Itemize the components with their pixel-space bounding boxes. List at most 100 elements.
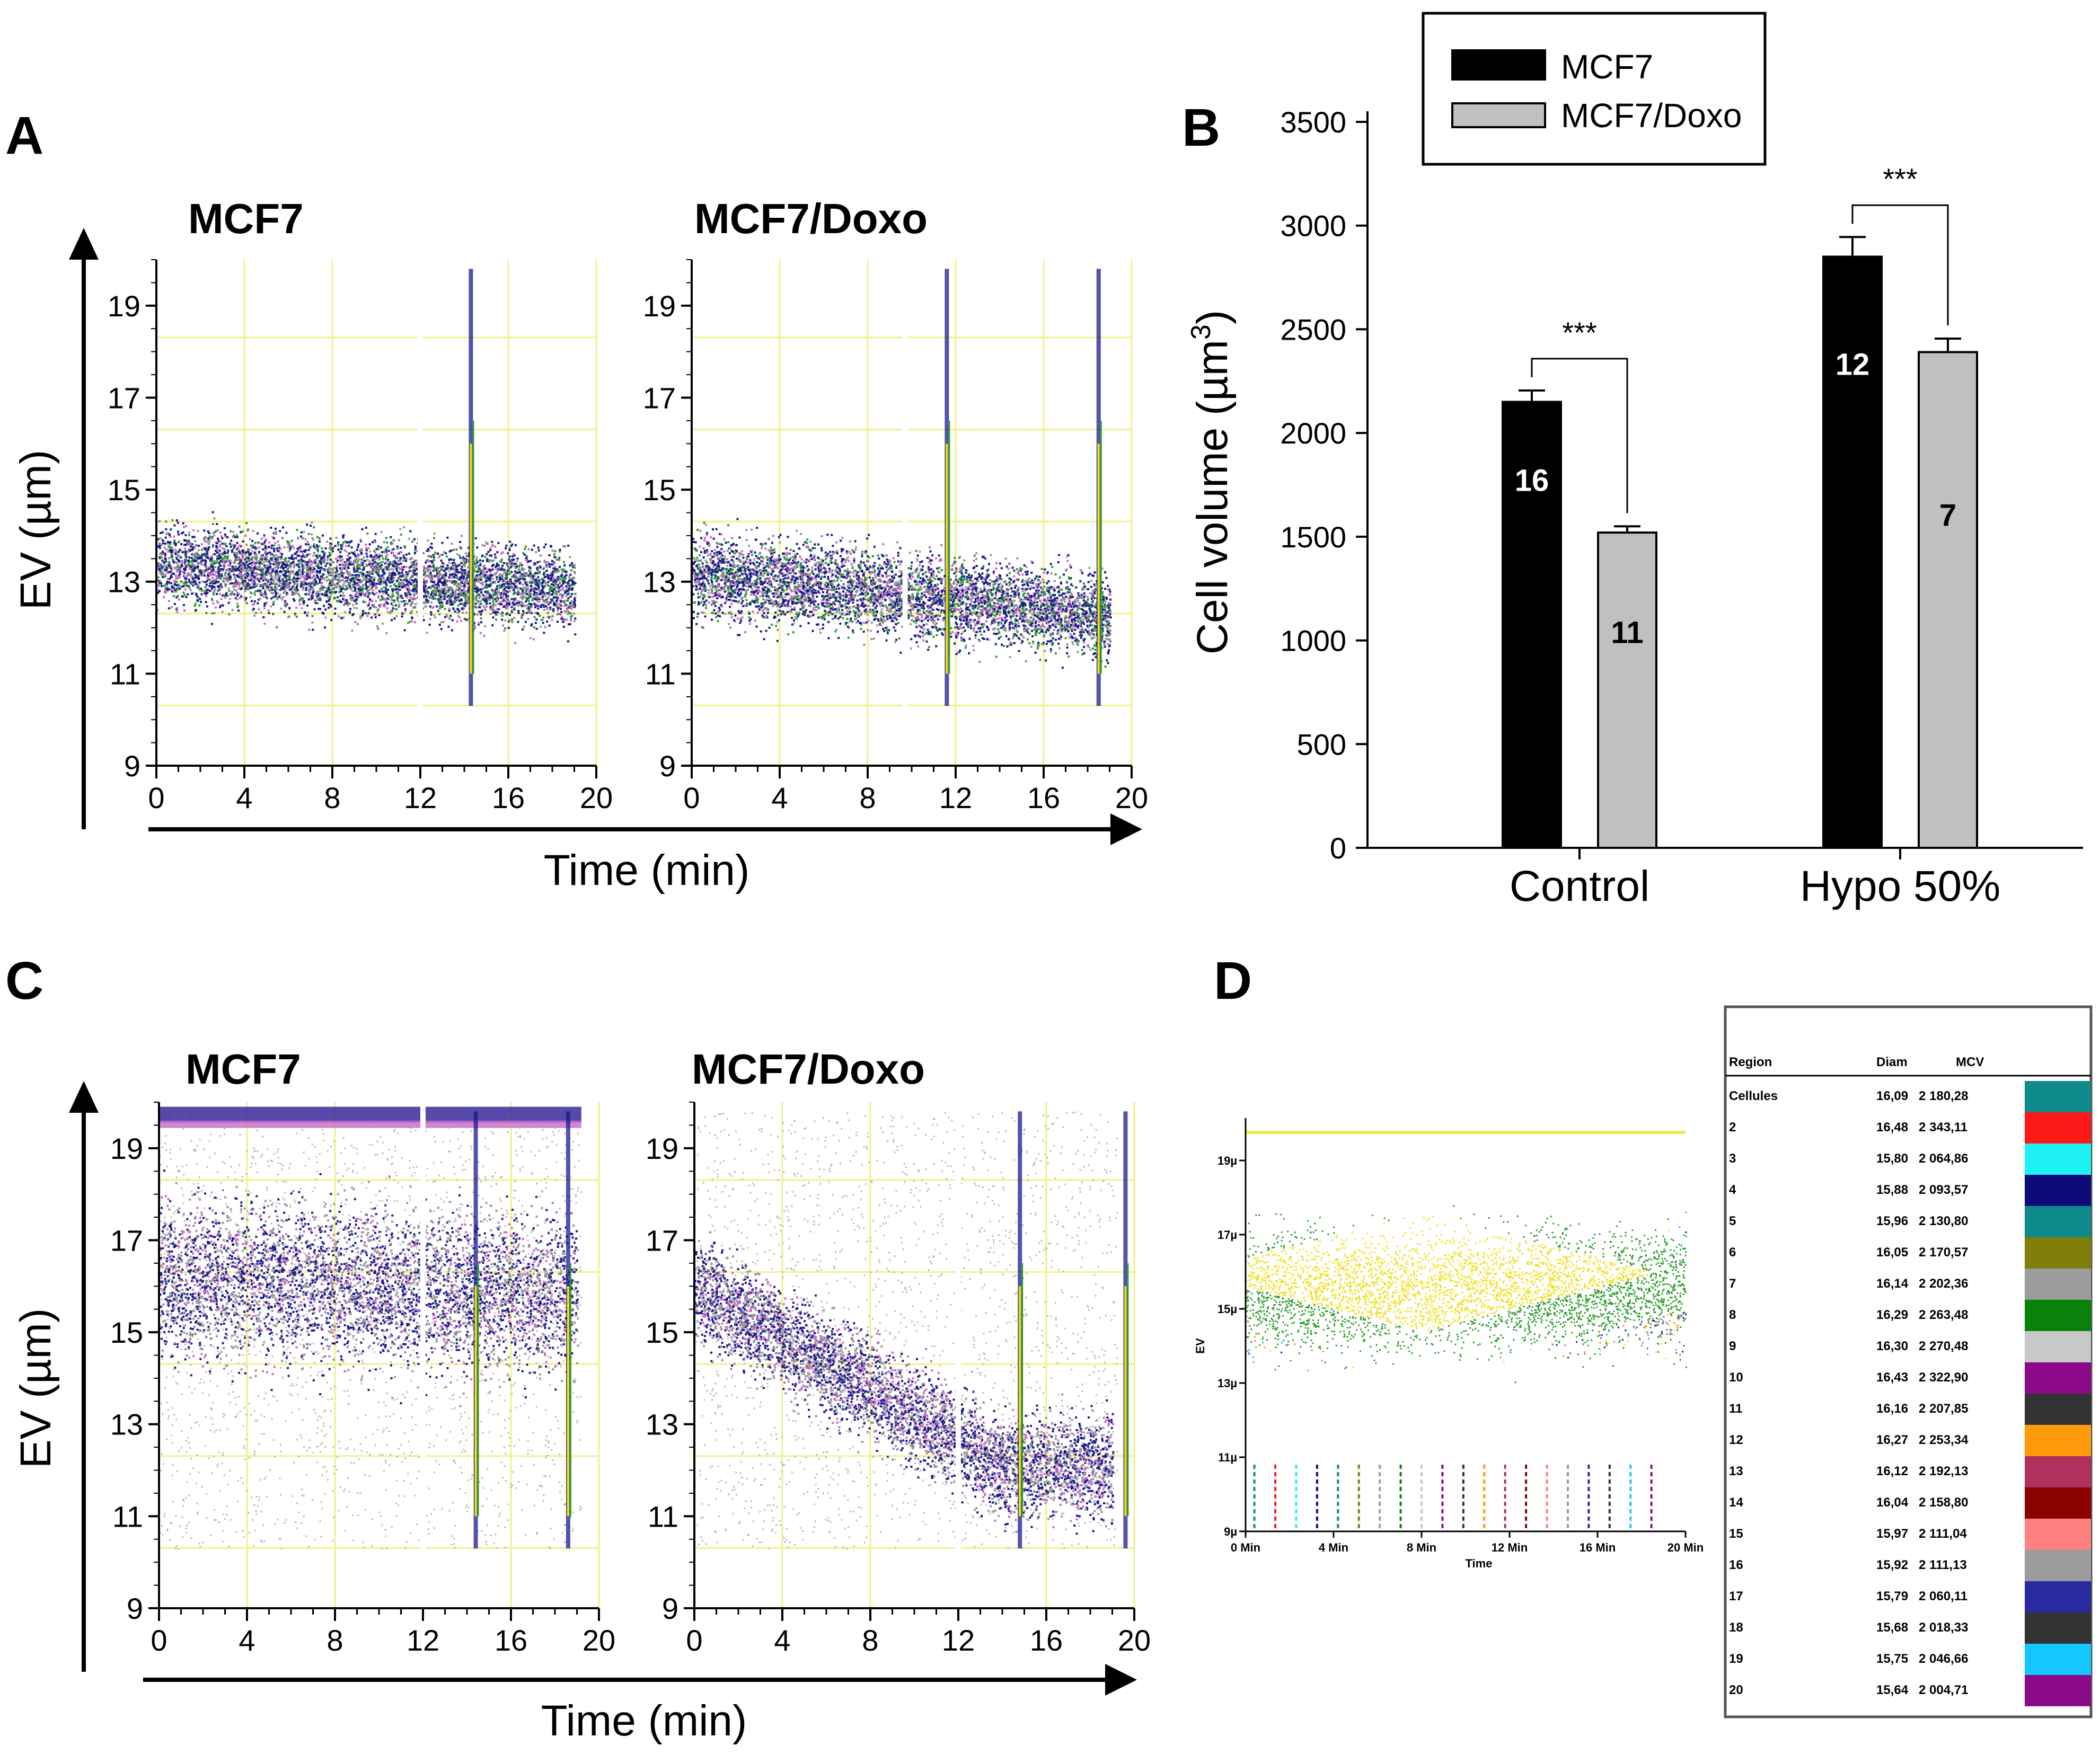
data-point <box>358 544 360 546</box>
data-point <box>224 597 226 599</box>
data-point <box>343 604 345 606</box>
data-point <box>517 590 519 592</box>
data-point <box>211 577 214 579</box>
data-point <box>369 571 371 573</box>
data-point <box>217 529 219 531</box>
data-point <box>496 576 498 578</box>
data-point <box>525 621 527 623</box>
data-point <box>308 629 310 631</box>
data-point <box>553 553 555 555</box>
data-point <box>305 543 307 545</box>
data-point <box>268 612 270 614</box>
data-point <box>323 560 325 562</box>
data-point <box>173 595 175 597</box>
data-point <box>213 534 215 536</box>
data-point <box>486 583 488 586</box>
data-point <box>451 630 453 632</box>
data-point <box>330 574 332 576</box>
data-point <box>549 608 551 610</box>
data-point <box>197 557 199 559</box>
data-point <box>444 596 446 598</box>
data-point <box>409 558 411 560</box>
data-point <box>457 571 460 573</box>
data-point <box>509 559 511 561</box>
data-point <box>503 562 505 564</box>
data-point <box>534 616 536 618</box>
data-point <box>283 596 285 598</box>
data-point <box>392 569 394 571</box>
data-point <box>401 616 403 618</box>
data-point <box>548 592 550 594</box>
data-point <box>311 521 313 524</box>
data-point <box>249 538 251 540</box>
data-point <box>270 527 272 529</box>
data-point <box>205 601 207 603</box>
y-axis-arrowhead <box>69 228 99 260</box>
data-point <box>394 555 396 557</box>
data-point <box>291 593 293 596</box>
data-point <box>183 574 185 577</box>
data-point <box>285 558 287 560</box>
data-point <box>569 578 571 580</box>
data-point <box>524 554 526 556</box>
data-point <box>260 611 262 614</box>
data-point <box>426 595 428 597</box>
data-point <box>386 554 389 556</box>
data-point <box>398 563 400 565</box>
data-point <box>174 567 176 569</box>
data-point <box>413 538 416 540</box>
data-point <box>375 606 377 608</box>
data-point <box>326 576 328 578</box>
data-point <box>396 545 399 547</box>
data-point <box>514 642 516 644</box>
data-point <box>263 605 266 607</box>
data-point <box>544 595 546 597</box>
data-point <box>263 561 265 563</box>
data-point <box>380 599 382 601</box>
data-point <box>249 563 251 565</box>
data-point <box>182 551 184 553</box>
data-point <box>244 553 246 555</box>
data-point <box>188 531 190 534</box>
data-point <box>434 616 436 618</box>
data-point <box>414 621 416 623</box>
data-point <box>363 566 365 569</box>
x-axis-title: Time (min) <box>544 846 750 894</box>
data-point <box>323 605 325 607</box>
data-point <box>234 545 236 547</box>
data-point <box>535 604 537 606</box>
data-point <box>539 615 541 617</box>
data-point <box>478 604 480 606</box>
panel-letter-a: A <box>5 106 43 165</box>
data-point <box>458 600 461 602</box>
data-point <box>559 566 561 568</box>
data-point <box>549 566 551 568</box>
data-point <box>312 615 314 617</box>
data-point <box>295 607 297 609</box>
data-point <box>401 601 403 603</box>
data-point <box>202 559 204 561</box>
data-point <box>178 598 180 600</box>
data-point <box>220 573 223 575</box>
data-point <box>220 535 223 537</box>
data-point <box>424 593 426 596</box>
data-point <box>516 560 518 562</box>
data-point <box>351 590 354 592</box>
data-point <box>298 595 301 597</box>
data-point <box>282 583 284 585</box>
data-point <box>184 594 186 596</box>
data-point <box>254 552 256 554</box>
data-point <box>447 580 449 582</box>
data-point <box>367 547 369 549</box>
data-point <box>278 589 280 591</box>
data-point <box>368 561 370 563</box>
data-point <box>269 583 271 586</box>
data-point <box>383 541 385 543</box>
data-point <box>273 544 275 546</box>
data-point <box>359 615 361 617</box>
data-point <box>258 551 260 553</box>
data-point <box>404 608 407 610</box>
data-point <box>375 533 377 535</box>
data-point <box>540 626 542 628</box>
data-point <box>229 564 231 566</box>
